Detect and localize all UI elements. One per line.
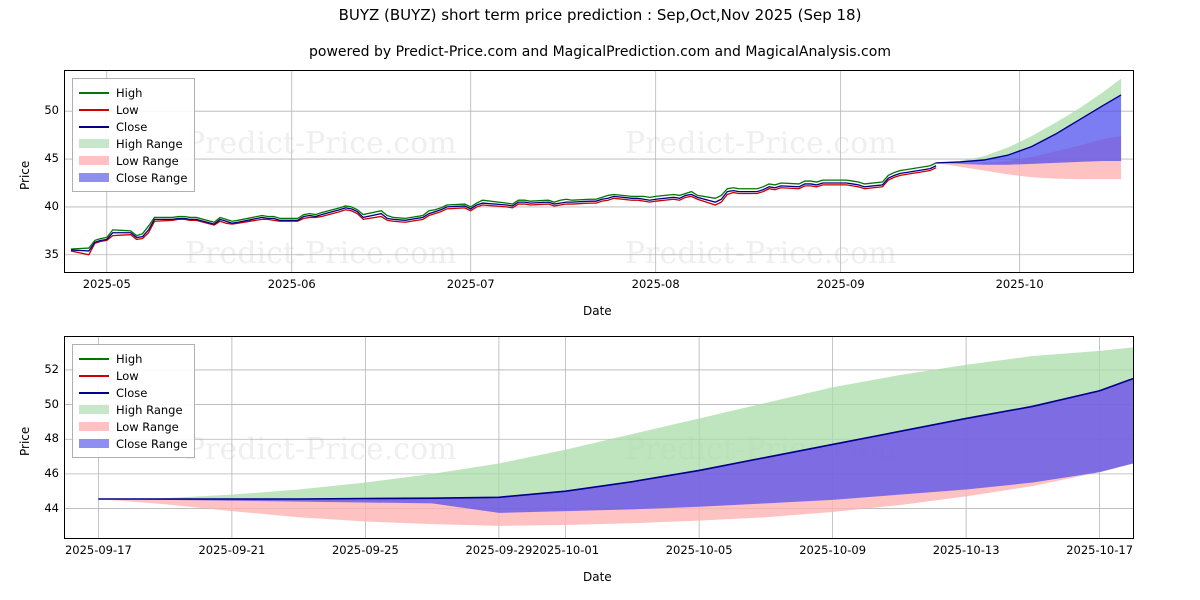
overview-chart-panel: Predict-Price.com Predict-Price.com Pred… bbox=[64, 70, 1134, 273]
overview-legend: High Low Close High Range Low Range Close Ran… bbox=[72, 78, 196, 192]
legend-label: Low Range bbox=[116, 419, 179, 434]
legend-item-high-range: High Range bbox=[79, 401, 187, 418]
axis-tick-label: 45 bbox=[44, 151, 59, 166]
axis-tick-label: 50 bbox=[44, 103, 59, 118]
legend-label: High bbox=[116, 85, 143, 100]
legend-item-low: Low bbox=[79, 101, 187, 118]
legend-label: High Range bbox=[116, 402, 183, 417]
page-title: BUYZ (BUYZ) short term price prediction … bbox=[338, 6, 862, 24]
axis-tick-label: 2025-08 bbox=[631, 277, 680, 291]
axis-tick-label: 35 bbox=[44, 246, 59, 261]
zoom-x-axis-label: Date bbox=[583, 570, 612, 584]
axis-tick-label: 2025-09-29 bbox=[465, 543, 533, 557]
axis-tick-label: 52 bbox=[44, 361, 59, 376]
legend-item-high: High bbox=[79, 84, 187, 101]
legend-item-close: Close bbox=[79, 384, 187, 401]
legend-label: Low Range bbox=[116, 153, 179, 168]
legend-swatch-icon bbox=[79, 404, 109, 415]
overview-plot bbox=[65, 71, 1133, 272]
overview-x-axis-label: Date bbox=[583, 304, 612, 318]
legend-swatch-icon bbox=[79, 421, 109, 432]
legend-label: Close Range bbox=[116, 170, 188, 185]
zoom-plot bbox=[65, 337, 1133, 538]
legend-swatch-icon bbox=[79, 87, 109, 98]
legend-swatch-icon bbox=[79, 155, 109, 166]
axis-tick-label: 40 bbox=[44, 198, 59, 213]
legend-swatch-icon bbox=[79, 387, 109, 398]
legend-label: Close bbox=[116, 385, 148, 400]
legend-item-high-range: High Range bbox=[79, 135, 187, 152]
legend-swatch-icon bbox=[79, 121, 109, 132]
axis-tick-label: 2025-10-17 bbox=[1066, 543, 1134, 557]
legend-label: High bbox=[116, 351, 143, 366]
legend-label: Close Range bbox=[116, 436, 188, 451]
legend-item-close: Close bbox=[79, 118, 187, 135]
axis-tick-label: 2025-07 bbox=[446, 277, 495, 291]
axis-tick-label: 48 bbox=[44, 431, 59, 446]
legend-item-low-range: Low Range bbox=[79, 418, 187, 435]
axis-tick-label: 2025-06 bbox=[267, 277, 316, 291]
legend-label: Close bbox=[116, 119, 148, 134]
axis-tick-label: 50 bbox=[44, 396, 59, 411]
axis-tick-label: 2025-10-01 bbox=[532, 543, 600, 557]
legend-swatch-icon bbox=[79, 438, 109, 449]
legend-swatch-icon bbox=[79, 104, 109, 115]
axis-tick-label: 2025-10-09 bbox=[799, 543, 867, 557]
legend-swatch-icon bbox=[79, 138, 109, 149]
legend-item-close-range: Close Range bbox=[79, 169, 187, 186]
legend-item-low: Low bbox=[79, 367, 187, 384]
legend-swatch-icon bbox=[79, 370, 109, 381]
page-subtitle: powered by Predict-Price.com and Magical… bbox=[309, 44, 891, 60]
legend-swatch-icon bbox=[79, 353, 109, 364]
axis-tick-label: 46 bbox=[44, 465, 59, 480]
axis-tick-label: 2025-10 bbox=[995, 277, 1044, 291]
legend-swatch-icon bbox=[79, 172, 109, 183]
axis-tick-label: 2025-10-13 bbox=[932, 543, 1000, 557]
zoom-chart-panel: Predict-Price.com Predict-Price.com bbox=[64, 336, 1134, 539]
legend-label: Low bbox=[116, 102, 139, 117]
legend-item-low-range: Low Range bbox=[79, 152, 187, 169]
legend-item-close-range: Close Range bbox=[79, 435, 187, 452]
legend-label: Low bbox=[116, 368, 139, 383]
zoom-legend: High Low Close High Range Low Range Close Ran… bbox=[72, 344, 196, 458]
axis-tick-label: 2025-05 bbox=[82, 277, 131, 291]
axis-tick-label: 2025-09-21 bbox=[198, 543, 266, 557]
axis-tick-label: 44 bbox=[44, 500, 59, 515]
legend-label: High Range bbox=[116, 136, 183, 151]
zoom-y-axis-label: Price bbox=[18, 426, 32, 456]
axis-tick-label: 2025-10-05 bbox=[665, 543, 733, 557]
axis-tick-label: 2025-09-25 bbox=[331, 543, 399, 557]
axis-tick-label: 2025-09-17 bbox=[64, 543, 132, 557]
axis-tick-label: 2025-09 bbox=[816, 277, 865, 291]
overview-y-axis-label: Price bbox=[18, 160, 32, 190]
legend-item-high: High bbox=[79, 350, 187, 367]
